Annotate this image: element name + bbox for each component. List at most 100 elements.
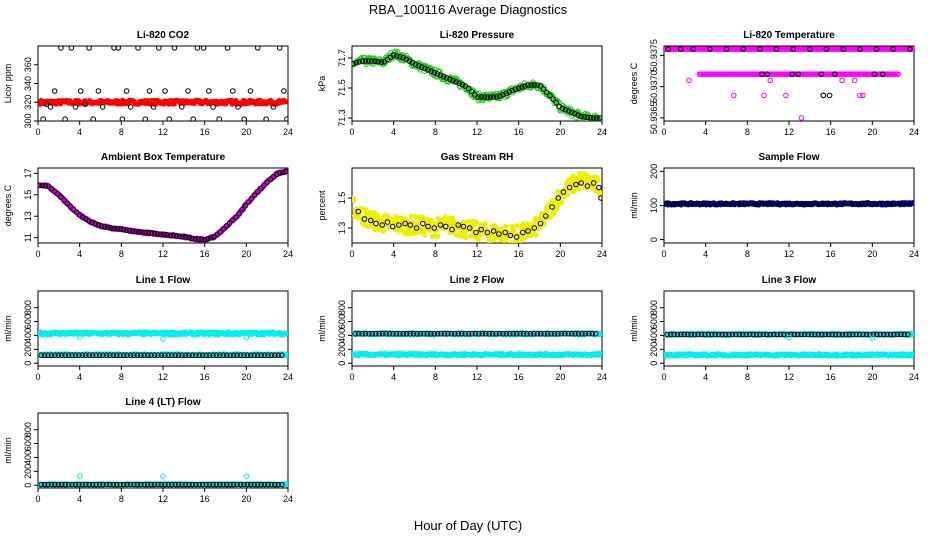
data-point-averages (69, 352, 75, 359)
data-point-averages (76, 481, 82, 488)
y-tick-label: 71.7 (337, 49, 347, 67)
data-point-averages (131, 481, 137, 488)
data-point-averages (681, 331, 688, 338)
data-point-averages (431, 225, 438, 231)
data-point-averages (811, 200, 817, 207)
x-tick-label: 0 (349, 249, 354, 259)
y-tick-label: 600 (23, 436, 33, 451)
data-point-samples (576, 185, 582, 192)
y-tick-label: 600 (23, 314, 33, 329)
data-point-averages (512, 86, 519, 93)
data-point-averages (780, 200, 786, 207)
data-point-averages (867, 331, 873, 338)
data-point-averages (510, 330, 517, 337)
data-point-averages (379, 222, 386, 228)
data-point-averages (823, 46, 830, 52)
y-tick-label: 400 (23, 450, 33, 465)
data-point-averages (843, 331, 849, 338)
data-point-averages (186, 234, 192, 241)
data-point-averages (497, 93, 503, 99)
x-tick-label: 0 (35, 494, 40, 504)
data-point-averages (124, 352, 130, 359)
data-point-averages (158, 231, 164, 238)
data-point-averages (165, 352, 172, 359)
y-tick-label: 360 (23, 57, 33, 72)
data-point-averages (139, 229, 145, 236)
y-axis-label: ml/min (3, 315, 13, 342)
data-point-averages (38, 352, 44, 359)
data-point-averages (199, 481, 206, 488)
data-point-averages (120, 352, 127, 359)
data-point-averages (503, 330, 510, 337)
data-point-averages (821, 200, 828, 207)
data-point-samples (514, 222, 520, 229)
data-point-averages (874, 331, 880, 338)
y-axis-label: Licor ppm (3, 64, 13, 104)
data-point-averages (664, 200, 669, 207)
data-point-averages (179, 481, 185, 488)
data-point-averages (127, 352, 134, 359)
data-point-averages (565, 108, 572, 114)
x-tick-label: 20 (241, 494, 251, 504)
data-point-averages (568, 330, 575, 337)
data-point-averages (79, 352, 86, 359)
data-point-averages (524, 330, 530, 337)
data-point-averages (167, 232, 174, 238)
data-point-averages (275, 352, 282, 359)
y-tick-label: 400 (649, 328, 659, 343)
data-point-samples (378, 217, 385, 224)
data-point-averages (400, 330, 407, 337)
data-point-averages (705, 331, 712, 338)
x-tick-label: 8 (745, 372, 750, 382)
data-point-averages (879, 200, 886, 207)
data-point-averages (900, 200, 907, 207)
data-point-averages (520, 229, 526, 236)
data-point-averages (144, 481, 151, 488)
data-point-averages (468, 88, 475, 95)
data-point-averages (90, 116, 97, 121)
data-point-averages (278, 352, 285, 359)
x-tick-label: 24 (283, 372, 293, 382)
data-point-averages (683, 200, 690, 207)
data-point-averages (842, 200, 848, 207)
data-point-averages (531, 225, 538, 231)
data-point-averages (248, 481, 254, 488)
data-point-averages (742, 200, 748, 207)
data-point-averages (805, 331, 811, 338)
data-point-averages (437, 222, 444, 228)
data-point-averages (151, 352, 158, 359)
data-point-averages (196, 481, 203, 488)
x-tick-label: 16 (514, 249, 524, 259)
data-point-averages (117, 352, 123, 359)
x-tick-label: 12 (472, 372, 482, 382)
data-point-outliers (869, 335, 876, 342)
data-point-averages (697, 200, 704, 207)
data-point-averages (757, 46, 763, 52)
data-point-averages (783, 200, 790, 207)
data-point-averages (877, 331, 884, 338)
data-point-averages (894, 331, 901, 338)
data-point-averages (233, 214, 239, 221)
y-tick-label: 13 (23, 211, 33, 221)
data-point-averages (448, 330, 455, 337)
x-tick-label: 8 (119, 249, 124, 259)
data-point-averages (475, 94, 481, 100)
data-point-averages (376, 330, 382, 337)
y-tick-label: 300 (23, 113, 33, 128)
chart-title: Line 3 Flow (762, 275, 817, 286)
data-point-averages (722, 331, 729, 338)
data-point-averages (597, 115, 602, 121)
data-point-averages (873, 46, 880, 52)
data-point-averages (572, 330, 578, 337)
data-point-samples-low (597, 350, 602, 357)
data-point-averages (857, 46, 863, 52)
x-tick-label: 20 (555, 372, 565, 382)
data-point-averages (189, 235, 195, 242)
data-point-averages (438, 330, 444, 337)
data-point-averages (517, 330, 523, 337)
data-point-averages (369, 330, 376, 337)
data-point-averages (704, 200, 711, 207)
data-point-averages (859, 200, 865, 207)
